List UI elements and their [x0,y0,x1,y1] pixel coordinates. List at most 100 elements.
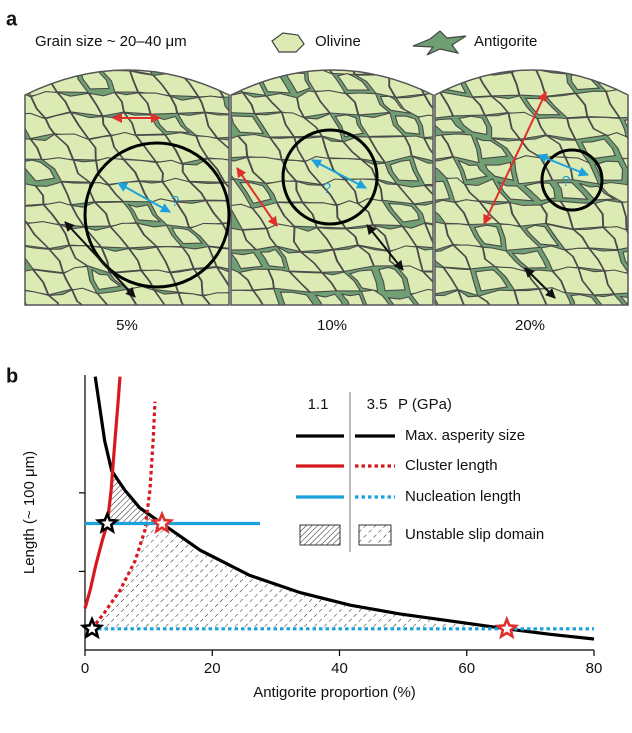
olivine-grain [40,51,70,67]
olivine-label: Olivine [315,33,361,50]
olivine-grain [473,70,513,75]
olivine-grain [444,223,484,248]
olivine-grain [435,91,454,121]
double-arrow [483,91,547,225]
olivine-grain [423,135,433,164]
olivine-grain [482,246,529,272]
x-tick-label: 20 [204,660,221,677]
olivine-grain [231,92,255,115]
olivine-grain [156,246,195,273]
olivine-grain [594,199,627,230]
query-mark: ? [171,193,179,210]
olivine-grain [395,265,433,295]
olivine-grain [552,266,595,296]
olivine-grain [598,181,628,209]
olivine-grain [276,246,323,273]
olivine-grain [113,91,151,115]
proportion-label: 20% [515,317,545,334]
olivine-grain [602,226,628,251]
olivine-grain [207,158,229,183]
olivine-grain [411,155,433,186]
olivine-grain [182,157,226,183]
olivine-grain [511,250,548,269]
olivine-grain [175,200,223,229]
query-mark: ? [323,180,331,197]
olivine-grain [441,133,480,164]
olivine-grain [155,159,191,182]
olivine-grain [43,201,85,228]
legend-hatch [358,524,392,546]
olivine-grain [176,112,219,139]
olivine-grain [231,251,263,270]
olivine-grain [368,135,412,164]
olivine-grain [302,113,344,142]
olivine-grain [29,133,74,160]
pressure-label: 3.5 [367,396,388,413]
olivine-grain [400,70,433,76]
olivine-grain [435,134,454,162]
olivine-grain [144,70,176,72]
olivine-grain [195,135,229,162]
olivine-grain [293,136,330,162]
olivine-grain [265,92,305,119]
legend-label: Unstable slip domain [405,526,544,543]
intersection-star [149,510,175,535]
olivine-grain [622,248,628,270]
olivine-grain [606,70,628,76]
olivine-grain [122,158,164,182]
olivine-grain [240,48,278,69]
olivine-grain [435,289,474,305]
olivine-grain [550,70,588,74]
olivine-grain [570,294,604,305]
olivine-grain [540,245,579,272]
x-tick-label: 60 [458,660,475,677]
olivine-grain [435,244,471,270]
olivine-grain [334,114,365,138]
grain-panel [435,70,628,305]
olivine-grain [435,70,452,76]
olivine-grain [266,223,302,253]
olivine-grain [299,249,345,273]
double-arrow [537,153,589,177]
olivine-grain [545,223,590,251]
olivine-grain [410,288,433,305]
olivine-grain [128,246,171,273]
olivine-grain [564,247,605,272]
x-tick-label: 40 [331,660,348,677]
panel-outline [230,69,434,306]
olivine-grain [435,199,470,226]
olivine-grain [45,111,90,140]
olivine-grain [321,271,362,292]
olivine-grain [316,227,359,250]
olivine-grain [395,94,433,118]
olivine-grain [226,45,262,69]
olivine-grain [259,248,286,269]
intersection-star [79,615,105,640]
olivine-grain [587,116,627,137]
olivine-grain [252,288,288,305]
olivine-grain [314,89,359,116]
olivine-grain [389,159,420,182]
olivine-grain [575,90,621,119]
olivine-grain [535,70,577,97]
olivine-grain [242,228,278,251]
olivine-grain [494,70,536,73]
olivine-grain [435,265,459,296]
olivine-grain [296,90,331,118]
olivine-grain [348,269,379,292]
olivine-grain [296,180,338,206]
intersection-star [94,510,120,535]
olivine-grain [202,292,229,305]
olivine-grain [473,224,502,247]
olivine-grain [457,288,494,305]
olivine-grain [424,222,433,249]
olivine-grain [62,51,100,69]
olivine-grain [435,180,451,202]
olivine-grain [193,266,229,296]
olivine-grain [556,182,589,200]
olivine-grain [288,271,338,293]
olivine-grain [439,91,486,117]
double-arrow [311,159,367,189]
olivine-grain [345,92,391,116]
